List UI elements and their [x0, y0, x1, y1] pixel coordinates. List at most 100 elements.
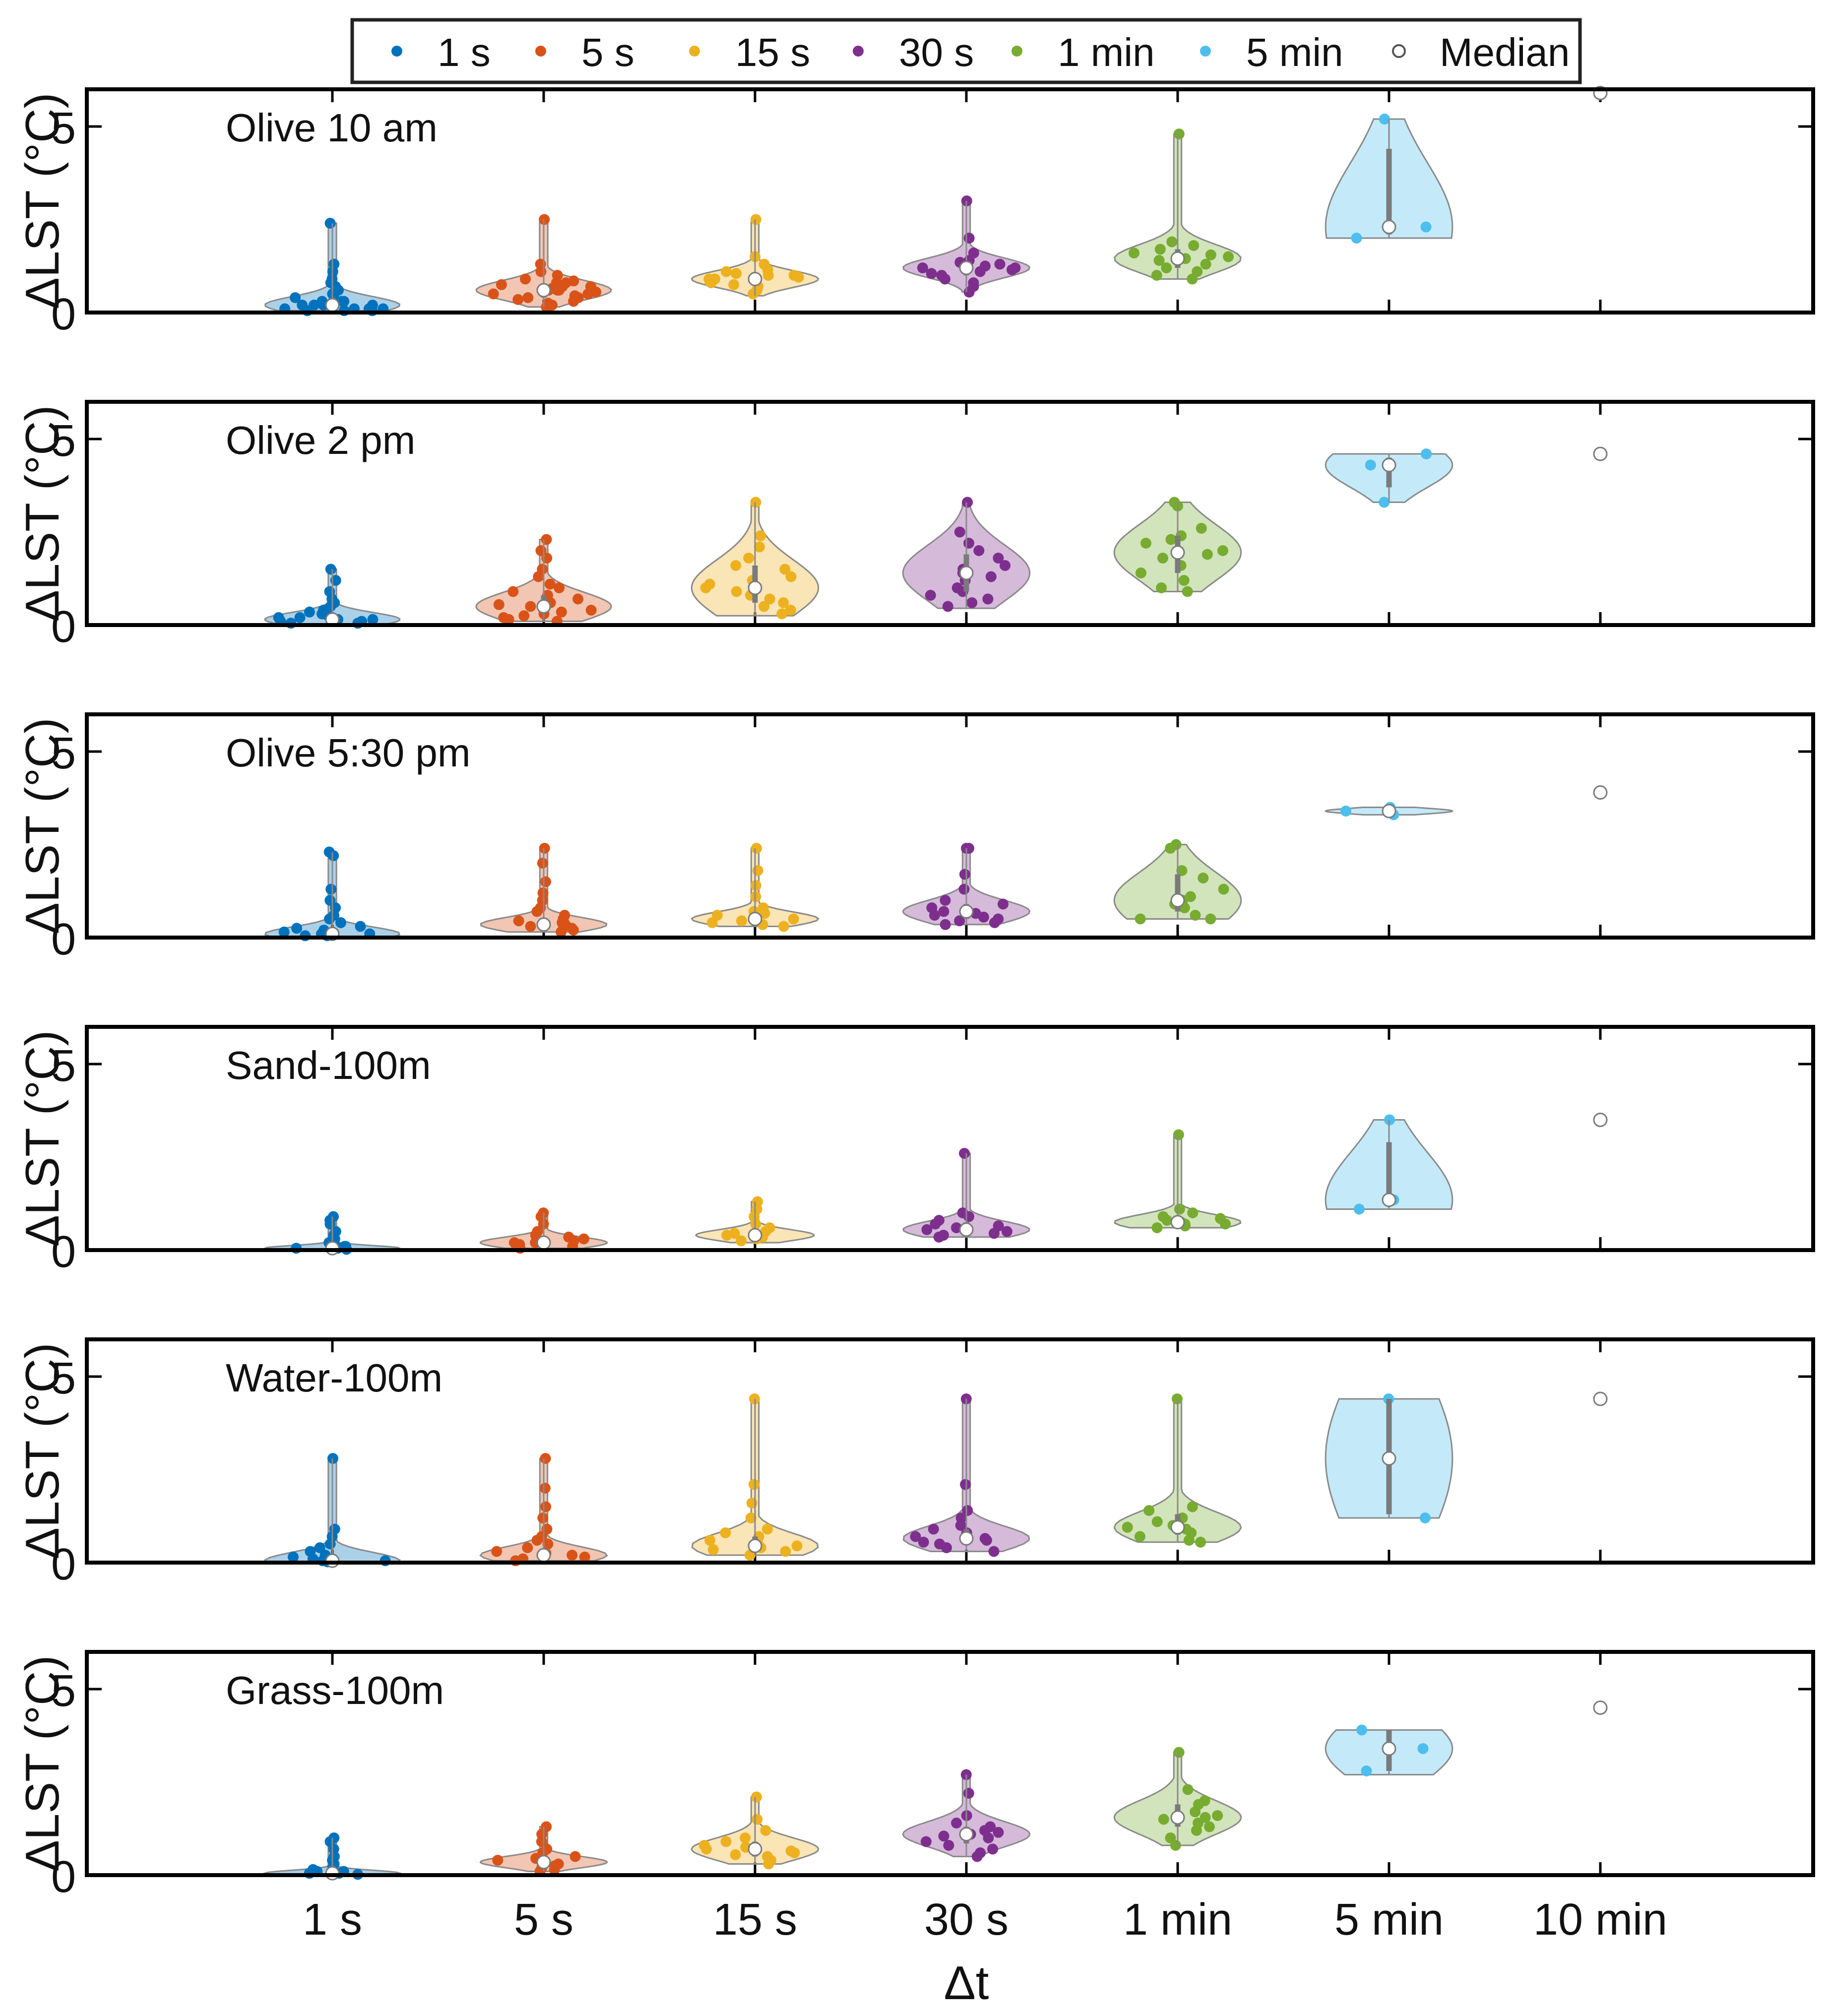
data-point	[1365, 459, 1376, 471]
data-point	[1176, 865, 1188, 876]
data-point	[1182, 1784, 1194, 1795]
data-point	[785, 571, 797, 582]
data-point	[721, 1230, 733, 1241]
data-point	[958, 883, 970, 895]
data-point	[987, 1843, 998, 1855]
data-point	[1205, 913, 1216, 925]
data-point	[493, 599, 505, 610]
y-tick-label: 0	[51, 1540, 76, 1589]
y-tick-label: 5	[51, 1041, 76, 1091]
data-point	[720, 1527, 731, 1538]
data-point	[531, 906, 543, 917]
legend-label: 15 s	[735, 30, 810, 74]
data-point	[1195, 1536, 1206, 1548]
data-point	[1165, 534, 1177, 545]
data-point	[1153, 255, 1165, 266]
axes-frame	[85, 1025, 1815, 1252]
median-marker	[1170, 251, 1185, 266]
data-point	[989, 917, 1000, 928]
data-point	[1187, 1501, 1198, 1512]
y-axis-label: ΔLST (°C)	[16, 405, 69, 622]
data-point	[291, 923, 303, 934]
data-point	[966, 597, 978, 608]
panel-title: Olive 5:30 pm	[226, 731, 471, 775]
data-point	[910, 1531, 921, 1542]
data-point	[522, 292, 534, 303]
y-axis-label: ΔLST (°C)	[16, 718, 69, 935]
panel-title: Olive 2 pm	[226, 418, 415, 462]
data-point	[568, 296, 579, 307]
data-point	[540, 1501, 552, 1512]
data-point	[963, 233, 975, 244]
data-point	[1173, 1129, 1184, 1140]
legend-label: 5 min	[1246, 30, 1343, 74]
x-axis: 1 s 5 s 15 s 30 s 1 min 5 min 10 min	[303, 1895, 1667, 1945]
median-marker	[1382, 1193, 1396, 1207]
median-marker	[748, 1842, 762, 1856]
data-point	[1135, 913, 1146, 925]
axes-frame	[85, 1337, 1815, 1565]
median-marker	[959, 1531, 974, 1546]
data-point	[705, 277, 717, 288]
data-point	[762, 270, 774, 281]
data-point	[579, 1551, 590, 1563]
data-point	[707, 1544, 719, 1555]
data-point	[1183, 1535, 1195, 1546]
data-point	[540, 1453, 551, 1464]
panel-title: Water-100m	[226, 1356, 442, 1400]
data-point	[513, 915, 524, 927]
data-point	[1190, 1806, 1201, 1818]
data-point	[1190, 910, 1201, 921]
median-marker	[536, 1548, 551, 1563]
legend-marker	[689, 46, 700, 57]
data-point	[568, 925, 579, 936]
data-point	[1217, 545, 1228, 556]
data-point	[731, 268, 742, 279]
data-point	[572, 593, 584, 605]
data-point	[954, 526, 965, 538]
data-point	[933, 1231, 945, 1243]
data-point	[788, 913, 799, 925]
data-point	[531, 1535, 543, 1546]
data-point	[748, 1479, 759, 1490]
data-point	[569, 1851, 581, 1862]
data-point	[355, 921, 366, 932]
data-point	[533, 571, 544, 582]
median-marker	[748, 912, 762, 926]
y-axis-label: ΔLST (°C)	[16, 1655, 69, 1872]
data-point	[1001, 1226, 1012, 1237]
data-point	[974, 266, 986, 277]
median-marker	[748, 1538, 762, 1553]
data-point	[700, 582, 711, 593]
data-point	[789, 1847, 800, 1858]
median-marker	[1593, 1113, 1608, 1127]
data-point	[556, 926, 567, 938]
data-point	[960, 1479, 971, 1490]
data-point	[1421, 448, 1432, 459]
data-point	[324, 913, 335, 925]
data-point	[940, 919, 951, 930]
median-marker	[1593, 1701, 1608, 1715]
data-point	[1170, 1840, 1181, 1851]
data-point	[938, 906, 949, 917]
data-point	[488, 288, 499, 300]
data-point	[325, 564, 336, 575]
data-point	[981, 1535, 992, 1546]
data-point	[1161, 1215, 1173, 1226]
y-tick-label: 0	[51, 915, 76, 964]
median-marker	[959, 1827, 974, 1841]
data-point	[758, 601, 770, 612]
data-point	[963, 538, 974, 549]
data-point	[324, 1538, 336, 1550]
data-point	[535, 266, 547, 277]
data-point	[929, 910, 940, 921]
data-point	[324, 218, 336, 229]
legend-marker	[1200, 46, 1211, 57]
data-point	[556, 606, 567, 618]
data-point	[791, 1540, 803, 1552]
data-point	[700, 1843, 712, 1855]
median-marker	[1593, 785, 1608, 800]
